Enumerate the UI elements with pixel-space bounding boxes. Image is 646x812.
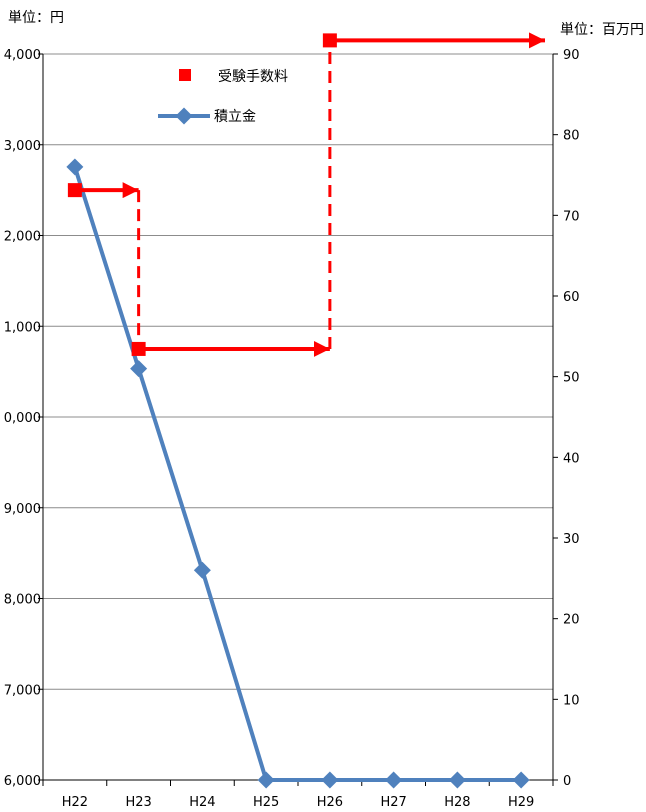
x-tick-label: H25 <box>253 795 279 810</box>
left-tick-label: 8,000 <box>4 593 41 608</box>
x-tick-label: H28 <box>444 795 470 810</box>
right-tick-label: 60 <box>563 290 580 305</box>
series-受験手数料 <box>67 32 545 357</box>
legend-marker-積立金 <box>175 107 193 125</box>
right-tick-label: 40 <box>563 451 580 466</box>
x-tick-label: H24 <box>189 795 215 810</box>
right-tick-label: 10 <box>563 693 580 708</box>
left-tick-label: 4,000 <box>4 48 41 63</box>
series-line-積立金 <box>72 166 522 782</box>
point-積立金-H29 <box>512 771 530 789</box>
right-tick-label: 90 <box>563 48 580 63</box>
point-受験手数料-H23 <box>131 341 146 356</box>
gridlines <box>43 53 553 690</box>
point-積立金-H22 <box>66 158 84 176</box>
left-tick-label: 2,000 <box>4 230 41 245</box>
left-tick-label: 0,000 <box>4 411 41 426</box>
legend: 受験手数料 積立金 <box>158 69 288 125</box>
point-積立金-H23 <box>130 360 148 378</box>
point-積立金-H24 <box>193 561 211 579</box>
right-tick-label: 0 <box>563 774 571 789</box>
right-unit-label: 単位：百万円 <box>560 22 644 38</box>
right-axis-ticks: 0 10 20 30 40 50 60 70 80 90 <box>553 48 580 789</box>
x-tick-label: H29 <box>508 795 534 810</box>
x-tick-label: H23 <box>125 795 151 810</box>
legend-marker-受験手数料 <box>179 69 191 81</box>
right-tick-label: 70 <box>563 209 580 224</box>
series-積立金 <box>66 158 530 789</box>
legend-label-積立金: 積立金 <box>214 109 256 125</box>
right-tick-label: 80 <box>563 129 580 144</box>
point-積立金-H25 <box>257 771 275 789</box>
right-tick-label: 30 <box>563 532 580 547</box>
x-tick-label: H27 <box>380 795 406 810</box>
point-受験手数料-H26 <box>322 33 337 48</box>
left-tick-label: 9,000 <box>4 502 41 517</box>
point-積立金-H27 <box>385 771 403 789</box>
right-tick-label: 50 <box>563 371 580 386</box>
left-tick-label: 7,000 <box>4 683 41 698</box>
left-tick-label: 3,000 <box>4 139 41 154</box>
left-unit-label: 単位：円 <box>8 10 64 26</box>
legend-label-受験手数料: 受験手数料 <box>218 69 288 85</box>
left-tick-label: 1,000 <box>4 320 41 335</box>
point-積立金-H26 <box>321 771 339 789</box>
left-tick-label: 6,000 <box>4 774 41 789</box>
x-tick-label: H22 <box>62 795 88 810</box>
x-axis-ticks: H22 H23 H24 H25 H26 H27 H28 H29 <box>42 780 554 810</box>
x-tick-label: H26 <box>317 795 343 810</box>
right-tick-label: 20 <box>563 613 580 628</box>
left-axis-ticks: 6,000 7,000 8,000 9,000 0,000 1,000 2,000 3,000… <box>4 48 43 789</box>
point-受験手数料-H22 <box>67 183 82 198</box>
point-積立金-H28 <box>448 771 466 789</box>
